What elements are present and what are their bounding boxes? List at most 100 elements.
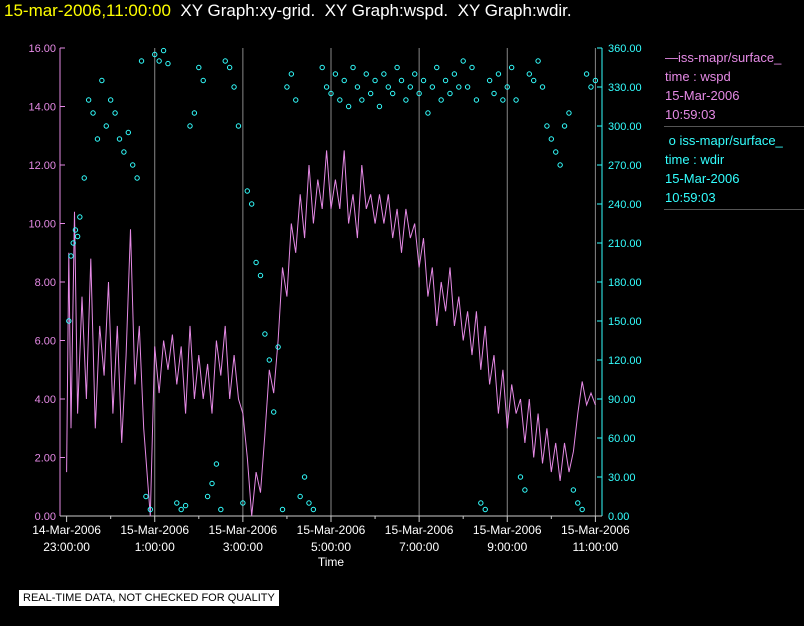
wdir-point	[389, 90, 396, 97]
wdir-point	[240, 500, 246, 506]
wdir-point	[112, 110, 118, 116]
wdir-point	[182, 502, 189, 509]
x-axis-tick-date: 15-Mar-2006	[385, 523, 454, 537]
wdir-point	[583, 71, 590, 77]
left-axis-tick-label: 8.00	[35, 277, 56, 289]
right-axis-tick-label: 210.00	[608, 238, 642, 250]
wdir-point	[160, 47, 167, 54]
wdir-point	[297, 493, 303, 500]
right-axis-tick-label: 60.00	[608, 433, 636, 445]
wdir-point	[367, 90, 374, 97]
wdir-point	[403, 97, 409, 103]
legend-wspd-line1: —iss-mapr/surface_	[665, 50, 782, 65]
wdir-point	[332, 71, 339, 77]
wdir-point	[575, 500, 581, 506]
wdir-point	[248, 201, 255, 207]
x-axis-tick-time: 9:00:00	[487, 540, 527, 554]
legend-entry-wspd[interactable]: —iss-mapr/surface_ time : wspd 15-Mar-20…	[664, 44, 804, 127]
wdir-point	[68, 253, 74, 259]
quality-disclaimer: REAL-TIME DATA, NOT CHECKED FOR QUALITY	[19, 590, 279, 606]
left-axis-tick-label: 10.00	[28, 219, 56, 231]
wdir-point	[138, 58, 145, 64]
series-wspd-line	[66, 150, 596, 517]
wdir-point	[134, 175, 140, 181]
wdir-point	[363, 71, 369, 77]
wdir-point	[235, 123, 242, 129]
wdir-point	[130, 162, 136, 168]
wdir-point	[196, 64, 202, 71]
right-axis-tick-label: 90.00	[608, 394, 636, 406]
wdir-point	[359, 97, 365, 103]
wdir-point	[156, 58, 162, 64]
wdir-point	[266, 357, 273, 363]
wdir-point	[381, 71, 387, 77]
left-axis-tick-label: 6.00	[35, 336, 56, 348]
wdir-point	[407, 84, 414, 90]
legend-wspd-line2: time : wspd	[665, 69, 731, 84]
left-axis-tick-label: 16.00	[28, 43, 56, 55]
wdir-point	[561, 123, 568, 129]
wdir-point	[376, 103, 383, 110]
wdir-point	[319, 64, 325, 71]
wdir-point	[143, 493, 149, 500]
wdir-point	[218, 506, 224, 513]
wdir-point	[526, 71, 532, 77]
wdir-point	[262, 331, 268, 337]
wdir-point	[535, 58, 541, 64]
wdir-point	[226, 64, 233, 71]
x-axis-tick-date: 15-Mar-2006	[473, 523, 542, 537]
right-axis-tick-label: 330.00	[608, 82, 642, 94]
wdir-point	[253, 259, 259, 266]
wdir-point	[500, 97, 506, 103]
wdir-point	[85, 97, 92, 103]
wdir-point	[174, 500, 180, 506]
wdir-point	[244, 188, 250, 194]
wdir-point	[456, 84, 462, 90]
legend-wdir-line1: o iss-mapr/surface_	[665, 133, 783, 148]
legend-wspd-line3: 15-Mar-2006	[665, 88, 740, 103]
right-axis-tick-label: 150.00	[608, 316, 642, 328]
wdir-point	[301, 474, 308, 480]
wdir-point	[513, 97, 519, 103]
wdir-point	[566, 110, 572, 116]
wdir-point	[442, 77, 449, 84]
chart-title: 15-mar-2006,11:00:00 XY Graph:xy-grid. X…	[4, 1, 572, 21]
wdir-point	[77, 214, 83, 220]
wdir-point	[279, 506, 286, 513]
wdir-point	[284, 84, 290, 90]
x-axis-tick-date: 15-Mar-2006	[297, 523, 366, 537]
legend-wspd-line4: 10:59:03	[665, 107, 716, 122]
wdir-point	[94, 136, 101, 142]
x-axis-tick-time: 11:00:00	[572, 540, 618, 554]
wdir-point	[447, 90, 453, 97]
wdir-point	[508, 64, 515, 71]
left-axis-tick-label: 0.00	[35, 511, 56, 523]
legend-entry-wdir[interactable]: o iss-mapr/surface_ time : wdir 15-Mar-2…	[664, 127, 804, 210]
wdir-point	[548, 136, 555, 142]
wdir-point	[103, 123, 109, 129]
title-timestamp: 15-mar-2006,11:00:00	[4, 1, 171, 20]
x-axis-tick-time: 5:00:00	[311, 540, 351, 554]
wdir-point	[429, 84, 436, 90]
wdir-point	[271, 409, 277, 415]
wdir-point	[121, 149, 127, 155]
wdir-point	[394, 64, 400, 71]
wdir-point	[116, 136, 123, 142]
wdir-point	[486, 77, 493, 84]
legend-wdir-line3: 15-Mar-2006	[665, 171, 740, 186]
wdir-point	[341, 77, 347, 84]
wdir-point	[420, 77, 427, 84]
wdir-point	[530, 77, 537, 84]
x-axis-tick-date: 15-Mar-2006	[209, 523, 278, 537]
legend-wdir-line4: 10:59:03	[665, 190, 716, 205]
wdir-point	[187, 123, 193, 129]
left-axis-tick-label: 4.00	[35, 394, 56, 406]
wdir-point	[478, 500, 484, 506]
wdir-point	[495, 71, 502, 77]
x-axis-tick-date: 14-Mar-2006	[32, 523, 101, 537]
wdir-point	[425, 110, 431, 116]
wdir-point	[152, 51, 158, 58]
wdir-point	[213, 461, 220, 467]
wdir-point	[66, 318, 72, 324]
wdir-point	[434, 64, 440, 71]
